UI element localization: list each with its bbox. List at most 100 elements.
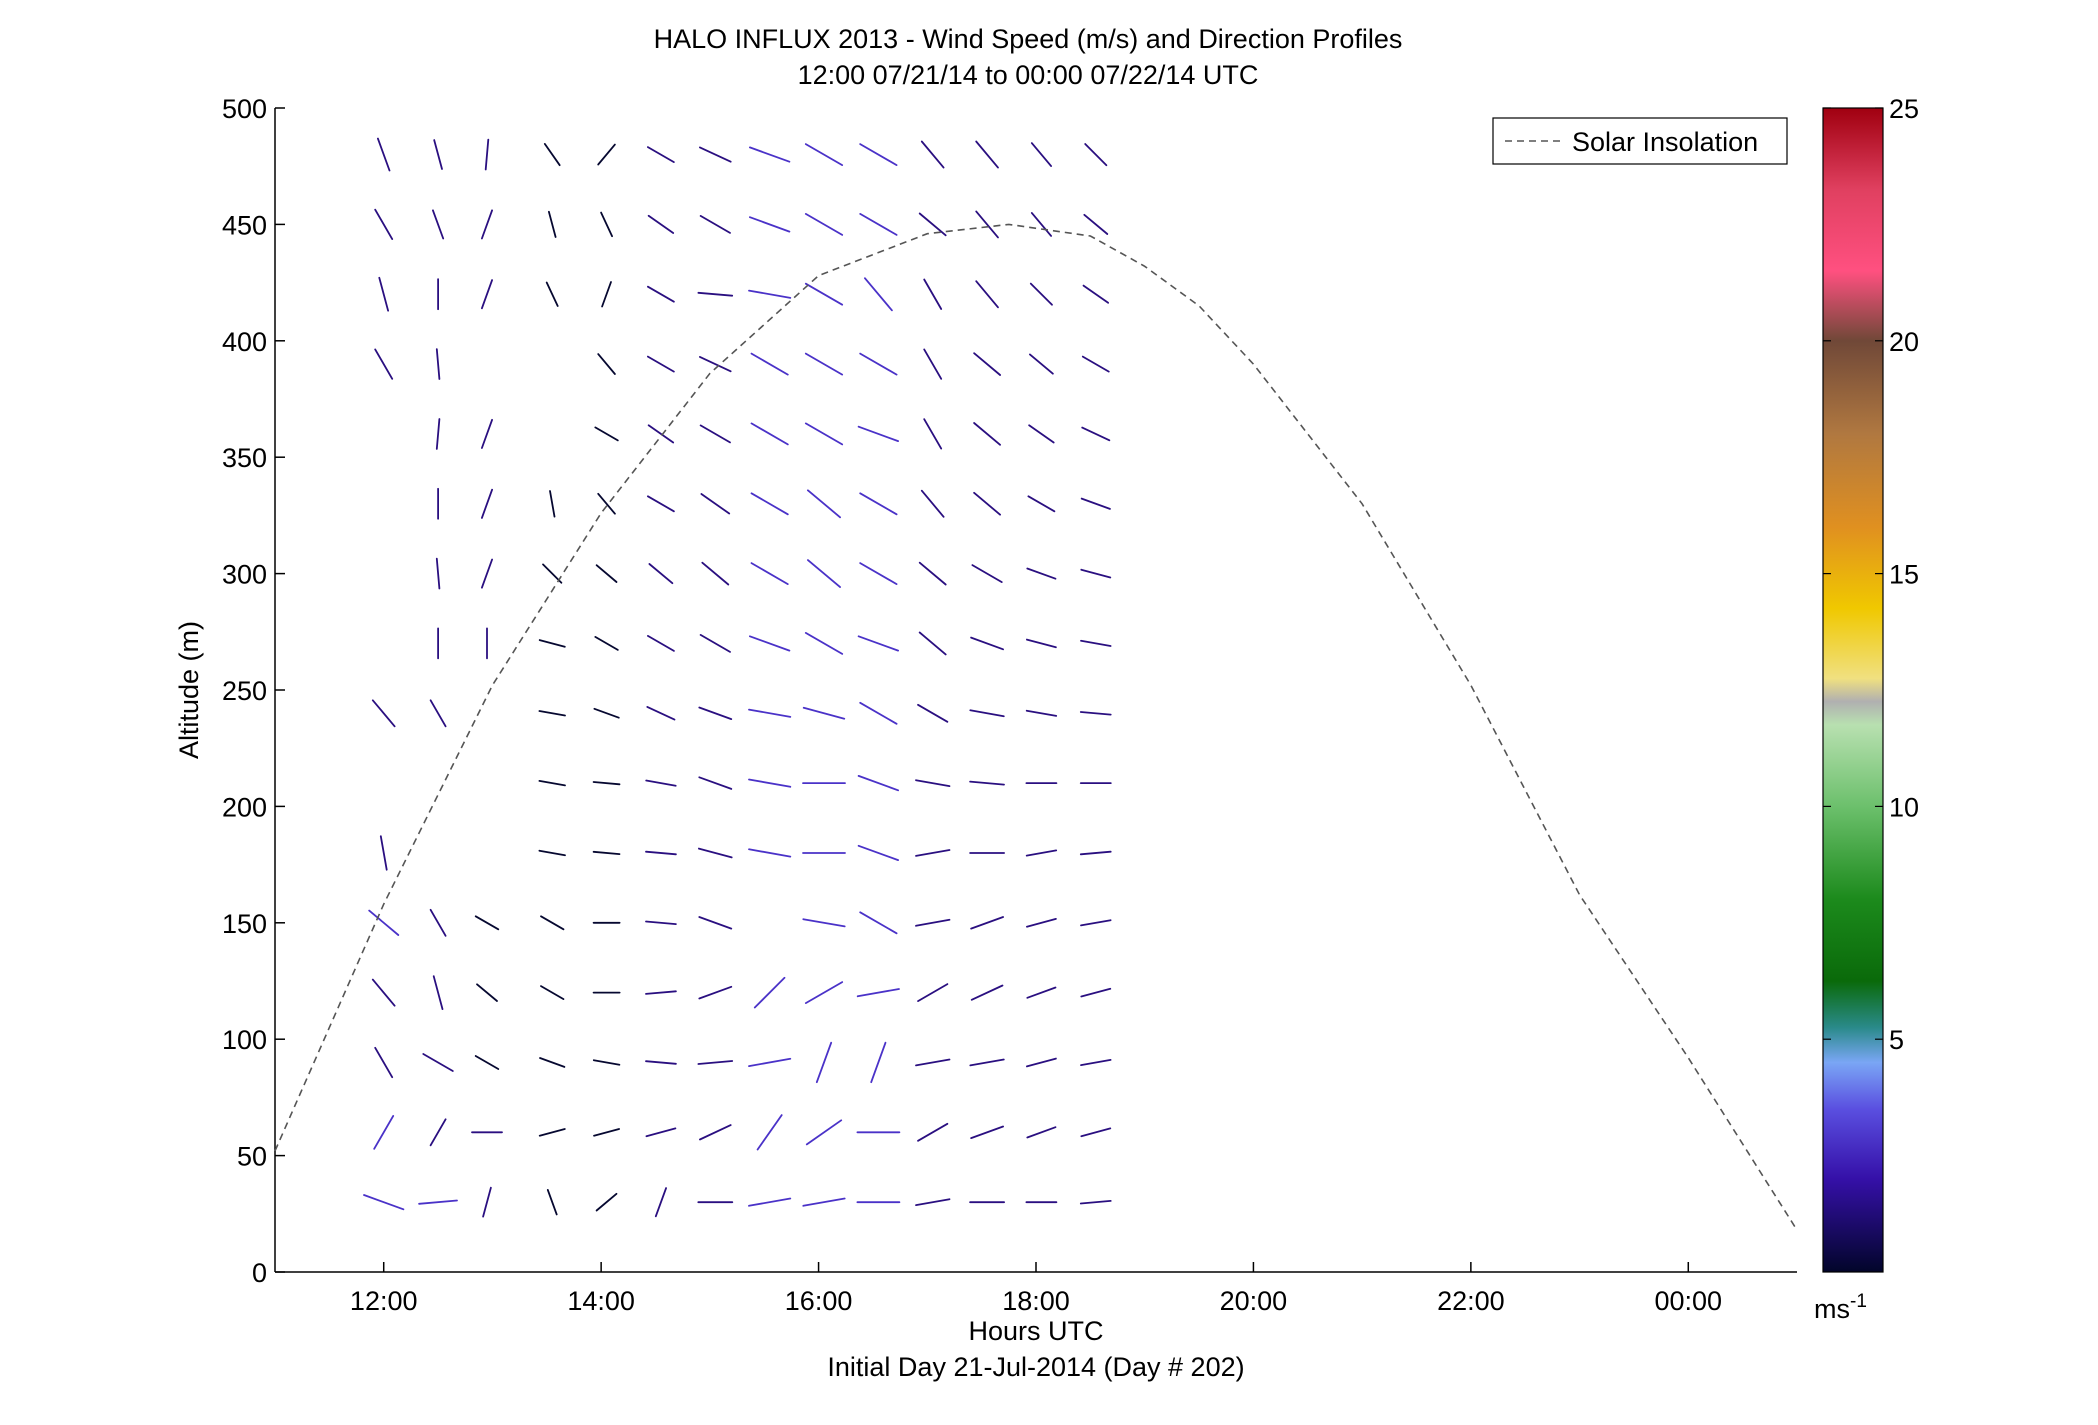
wind-vector xyxy=(1080,497,1111,510)
wind-vector xyxy=(918,212,947,237)
wind-vector xyxy=(548,210,557,238)
wind-vector xyxy=(857,635,899,652)
wind-vector xyxy=(594,636,619,651)
wind-vector xyxy=(870,1041,887,1084)
wind-vector xyxy=(379,835,388,871)
wind-vector xyxy=(749,635,791,652)
wind-vector xyxy=(647,635,675,652)
wind-vector xyxy=(594,426,619,442)
wind-vector xyxy=(374,1046,394,1079)
wind-vector xyxy=(540,985,565,1000)
wind-vector xyxy=(540,915,565,931)
wind-vector xyxy=(480,558,494,589)
wind-vector xyxy=(543,142,561,167)
wind-vector xyxy=(857,844,899,861)
wind-vector xyxy=(593,707,620,719)
wind-vector xyxy=(699,214,731,234)
wind-vector xyxy=(699,634,731,653)
wind-vector xyxy=(654,1187,667,1218)
wind-vector xyxy=(592,850,621,855)
wind-vector xyxy=(645,1127,677,1138)
wind-vector xyxy=(748,1197,792,1207)
wind-vector xyxy=(750,352,789,376)
wind-vector xyxy=(1026,986,1057,999)
colorbar-tick-label: 25 xyxy=(1889,94,1919,124)
wind-vector xyxy=(429,699,447,728)
wind-vector xyxy=(699,1124,732,1141)
x-tick-label: 12:00 xyxy=(350,1286,418,1316)
colorbar-tick-label: 10 xyxy=(1889,792,1919,822)
wind-vector xyxy=(480,418,494,449)
wind-vector xyxy=(748,708,792,718)
wind-vector xyxy=(1026,918,1057,928)
wind-vector xyxy=(915,1058,951,1067)
wind-vector xyxy=(748,289,792,299)
wind-vector xyxy=(647,285,675,303)
wind-vector xyxy=(378,276,390,312)
y-axis-label: Altitude (m) xyxy=(174,621,204,759)
wind-vector xyxy=(539,1057,566,1068)
wind-vector xyxy=(864,277,893,312)
colorbar-tick-label: 20 xyxy=(1889,327,1919,357)
wind-vector xyxy=(859,352,898,376)
wind-vector xyxy=(1025,849,1058,857)
wind-vector xyxy=(750,422,789,446)
solar-insolation-curve xyxy=(274,223,1798,1231)
wind-vector xyxy=(918,631,947,656)
wind-vector xyxy=(815,1041,833,1084)
wind-vector xyxy=(970,1125,1004,1139)
wind-vector xyxy=(750,562,789,585)
wind-vector xyxy=(699,355,732,373)
wind-vector xyxy=(970,636,1004,651)
wind-vector xyxy=(748,848,792,858)
wind-vector xyxy=(859,701,898,725)
wind-vector xyxy=(1079,711,1112,716)
wind-vector xyxy=(697,1060,734,1065)
wind-vector xyxy=(1080,568,1112,579)
wind-vector xyxy=(1025,709,1058,717)
wind-vector xyxy=(859,212,898,236)
wind-vector xyxy=(371,699,396,728)
wind-vector xyxy=(748,778,792,788)
x-tick-label: 16:00 xyxy=(785,1286,853,1316)
wind-vector xyxy=(807,489,841,519)
wind-vector xyxy=(805,1119,843,1146)
wind-vector xyxy=(1080,1127,1112,1138)
x-tick-label: 18:00 xyxy=(1002,1286,1070,1316)
wind-vector xyxy=(917,1122,949,1142)
wind-vector xyxy=(923,278,943,310)
wind-vector xyxy=(973,491,1001,516)
wind-vector xyxy=(971,564,1003,583)
wind-vector xyxy=(368,909,400,936)
wind-vector xyxy=(429,908,447,937)
wind-vector xyxy=(750,492,789,516)
plot-frame xyxy=(274,108,1797,1273)
wind-vector xyxy=(856,988,900,998)
wind-vector xyxy=(802,706,846,720)
wind-vector xyxy=(474,915,500,931)
wind-vector xyxy=(597,353,616,375)
wind-vector xyxy=(592,781,621,786)
wind-vector xyxy=(923,348,943,380)
wind-vector xyxy=(804,282,844,306)
wind-vector xyxy=(1080,919,1112,927)
wind-vector xyxy=(363,1194,405,1211)
wind-vector xyxy=(969,1058,1005,1067)
chart-title: HALO INFLUX 2013 - Wind Speed (m/s) and … xyxy=(654,24,1403,54)
wind-vector xyxy=(422,1053,454,1072)
wind-vector xyxy=(859,143,898,167)
x-tick-label: 14:00 xyxy=(567,1286,635,1316)
wind-vector xyxy=(1026,638,1057,649)
wind-vector xyxy=(647,214,675,234)
wind-vector xyxy=(429,1118,447,1147)
wind-vector xyxy=(1026,1057,1057,1068)
wind-vector xyxy=(1030,211,1052,237)
wind-vector xyxy=(538,1128,566,1137)
y-tick-label: 300 xyxy=(222,560,267,590)
x-tick-label: 22:00 xyxy=(1437,1286,1505,1316)
wind-vector xyxy=(748,1057,792,1067)
wind-vector xyxy=(432,975,444,1010)
wind-vector xyxy=(753,976,786,1009)
wind-vector xyxy=(474,1055,500,1070)
wind-vector xyxy=(480,209,494,240)
